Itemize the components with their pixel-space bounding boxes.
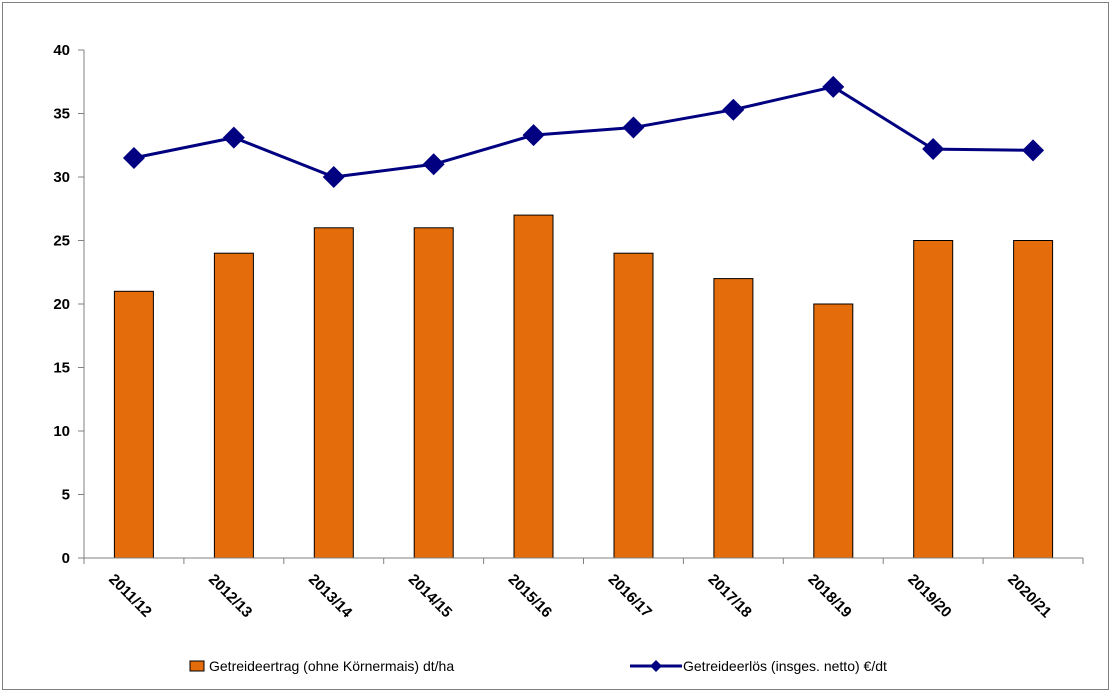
y-axis-ticks: 0 5 10 15 20 25 30 35 40 xyxy=(53,42,84,567)
y-tick-label: 0 xyxy=(62,550,70,567)
line-series xyxy=(122,75,1045,188)
line-point xyxy=(422,153,445,176)
y-tick-label: 10 xyxy=(53,423,70,440)
bar xyxy=(413,227,454,559)
line-point xyxy=(922,138,945,161)
line-point xyxy=(622,116,645,139)
line-path xyxy=(133,85,1034,179)
x-tick-label: 2015/16 xyxy=(505,571,555,621)
y-tick-label: 20 xyxy=(53,296,70,313)
line-point xyxy=(522,124,545,147)
y-tick-label: 35 xyxy=(53,106,70,123)
bar xyxy=(913,240,954,559)
line-point xyxy=(222,126,245,149)
bar xyxy=(313,227,354,559)
bar xyxy=(713,278,754,559)
line-point xyxy=(322,166,345,188)
line-point xyxy=(122,146,145,169)
x-tick-label: 2018/19 xyxy=(804,571,854,621)
x-tick-label: 2013/14 xyxy=(305,571,356,622)
y-tick-label: 30 xyxy=(53,169,70,186)
bar xyxy=(113,290,154,559)
y-tick-label: 15 xyxy=(53,360,70,377)
x-tick-label: 2011/12 xyxy=(105,571,155,621)
legend: Getreideertrag (ohne Körnermais) dt/ha G… xyxy=(189,658,887,674)
y-tick-label: 5 xyxy=(62,487,70,504)
legend-label-bar: Getreideertrag (ohne Körnermais) dt/ha xyxy=(209,658,454,674)
x-tick-label: 2020/21 xyxy=(1004,571,1054,621)
line-point xyxy=(722,98,745,121)
x-tick-label: 2014/15 xyxy=(405,571,455,621)
x-axis-ticks: 2011/12 2012/13 2013/14 2014/15 2015/16 2016/… xyxy=(83,558,1084,622)
line-point xyxy=(1022,139,1045,162)
line-point xyxy=(822,75,845,98)
bar xyxy=(813,303,854,559)
bar xyxy=(1013,240,1054,559)
x-tick-label: 2012/13 xyxy=(205,571,255,621)
bar xyxy=(213,252,254,559)
legend-label-line: Getreideerlös (insges. netto) €/dt xyxy=(683,658,887,674)
bar xyxy=(513,214,554,559)
bar-series xyxy=(113,214,1054,559)
legend-swatch-bar xyxy=(189,660,205,672)
x-tick-label: 2016/17 xyxy=(605,571,655,621)
legend-swatch-marker xyxy=(650,660,662,672)
x-tick-label: 2019/20 xyxy=(904,571,954,621)
y-tick-label: 40 xyxy=(53,42,70,59)
bar xyxy=(613,252,654,559)
y-tick-label: 25 xyxy=(53,233,70,250)
x-tick-label: 2017/18 xyxy=(705,571,755,621)
